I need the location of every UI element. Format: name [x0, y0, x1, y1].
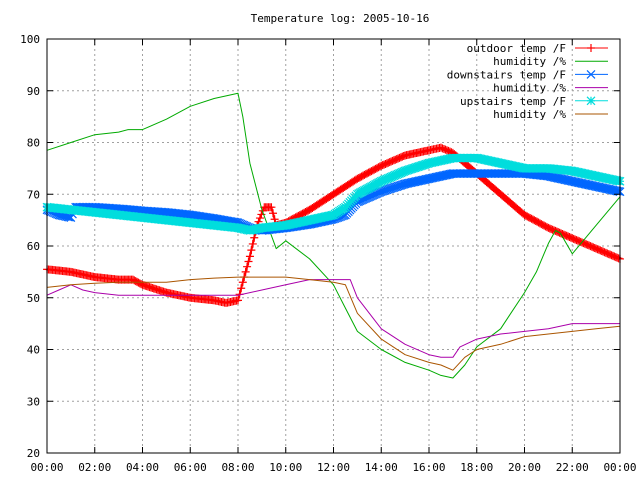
y-tick-label: 90 — [27, 85, 40, 98]
y-tick-label: 60 — [27, 240, 40, 253]
data-point — [269, 209, 278, 218]
y-tick-label: 100 — [20, 33, 40, 46]
data-point — [255, 214, 264, 223]
data-point — [237, 284, 246, 293]
series-5 — [46, 276, 621, 371]
y-tick-label: 50 — [27, 292, 40, 305]
series-4 — [42, 153, 625, 235]
series-3 — [46, 279, 620, 358]
data-point — [245, 252, 254, 261]
data-point — [234, 296, 242, 305]
data-point — [270, 215, 279, 224]
series-1 — [46, 92, 621, 379]
legend-label: upstairs temp /F — [460, 95, 566, 108]
data-point — [614, 254, 623, 263]
chart-title: Temperature log: 2005-10-16 — [251, 12, 430, 25]
data-point — [587, 44, 595, 52]
x-tick-label: 02:00 — [78, 461, 111, 474]
x-tick-label: 00:00 — [603, 461, 636, 474]
series-layer — [42, 92, 625, 379]
x-tick-label: 10:00 — [269, 461, 302, 474]
y-tick-label: 70 — [27, 188, 40, 201]
x-tick-label: 16:00 — [412, 461, 445, 474]
data-point — [586, 96, 596, 106]
x-tick-label: 20:00 — [508, 461, 541, 474]
data-point — [243, 262, 252, 271]
x-tick-label: 06:00 — [174, 461, 207, 474]
ticks: 00:00 02:00 04:00 06:00 08:00 10:00 12:00 14:00… — [20, 33, 636, 474]
x-tick-label: 18:00 — [460, 461, 493, 474]
legend-label: humidity /% — [493, 108, 566, 121]
x-tick-label: 08:00 — [221, 461, 254, 474]
grid — [47, 39, 620, 453]
data-point — [244, 257, 253, 266]
legend-label: humidity /% — [493, 55, 566, 68]
series-line — [46, 279, 620, 358]
legend-label: downstairs temp /F — [447, 68, 566, 81]
x-tick-label: 04:00 — [126, 461, 159, 474]
y-tick-label: 30 — [27, 395, 40, 408]
legend-label: humidity /% — [493, 82, 566, 95]
data-point — [250, 233, 259, 242]
data-point — [248, 239, 257, 248]
data-point — [267, 203, 276, 212]
x-tick-label: 14:00 — [365, 461, 398, 474]
y-tick-label: 20 — [27, 447, 40, 460]
y-tick-label: 40 — [27, 344, 40, 357]
series-line — [46, 92, 621, 379]
x-tick-label: 22:00 — [556, 461, 589, 474]
data-point — [247, 246, 256, 255]
x-tick-label: 00:00 — [30, 461, 63, 474]
data-point — [241, 267, 250, 276]
data-point — [238, 278, 247, 287]
data-point — [586, 69, 596, 79]
y-tick-label: 80 — [27, 137, 40, 150]
x-tick-label: 12:00 — [317, 461, 350, 474]
legend-label: outdoor temp /F — [467, 42, 566, 55]
series-line — [46, 276, 621, 371]
